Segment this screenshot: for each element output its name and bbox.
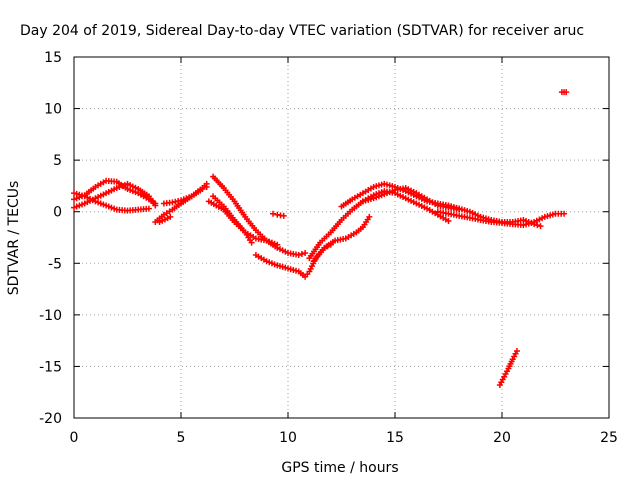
data-point [248,239,255,246]
grid-lines [74,57,609,418]
y-tick-label: -20 [39,411,62,427]
data-point [445,217,452,224]
data-point [298,251,305,258]
series-track-j [270,210,287,219]
data-point [280,212,287,219]
data-point [537,223,544,230]
y-tick-label: -10 [39,308,62,324]
series-track-f [210,173,281,248]
data-point [302,249,309,256]
y-tick-label: 5 [53,153,62,169]
x-tick-label: 15 [386,430,404,446]
series-track-e [160,180,210,207]
data-point [513,347,520,354]
series-track-s [156,213,174,226]
x-tick-label: 25 [600,430,618,446]
data-point [295,252,302,259]
series-track-h [210,193,255,246]
series-track-p [445,203,544,230]
data-point [145,205,152,212]
data-point [534,222,541,229]
data-point [270,210,277,217]
y-axis-label: SDTVAR / TECUs [6,181,22,296]
y-tick-label: -15 [39,359,62,375]
y-tick-label: 10 [44,102,62,118]
data-point [203,180,210,187]
plot-frame [73,56,610,419]
y-tick-label: 15 [44,50,62,66]
series-track-b [71,180,159,211]
series-track-r [558,89,570,96]
data-point [531,221,538,228]
y-tick-label: 0 [53,205,62,221]
chart-title: Day 204 of 2019, Sidereal Day-to-day VTE… [20,23,584,39]
data-points [71,89,570,388]
series-track-l [310,213,373,265]
data-point [152,202,159,209]
data-point [167,213,174,220]
series-track-q [496,347,520,388]
data-point [366,213,373,220]
axis-ticks: 0 5 10 15 20 25 -20 -15 -10 -5 0 5 10 15 [39,50,618,446]
data-point [561,210,568,217]
x-tick-label: 0 [70,430,79,446]
x-axis-label: GPS time / hours [281,460,398,476]
series-track-c [71,190,152,214]
y-tick-label: -5 [48,256,62,272]
data-point [563,89,570,96]
x-tick-label: 20 [493,430,511,446]
x-tick-label: 10 [279,430,297,446]
x-tick-label: 5 [177,430,186,446]
